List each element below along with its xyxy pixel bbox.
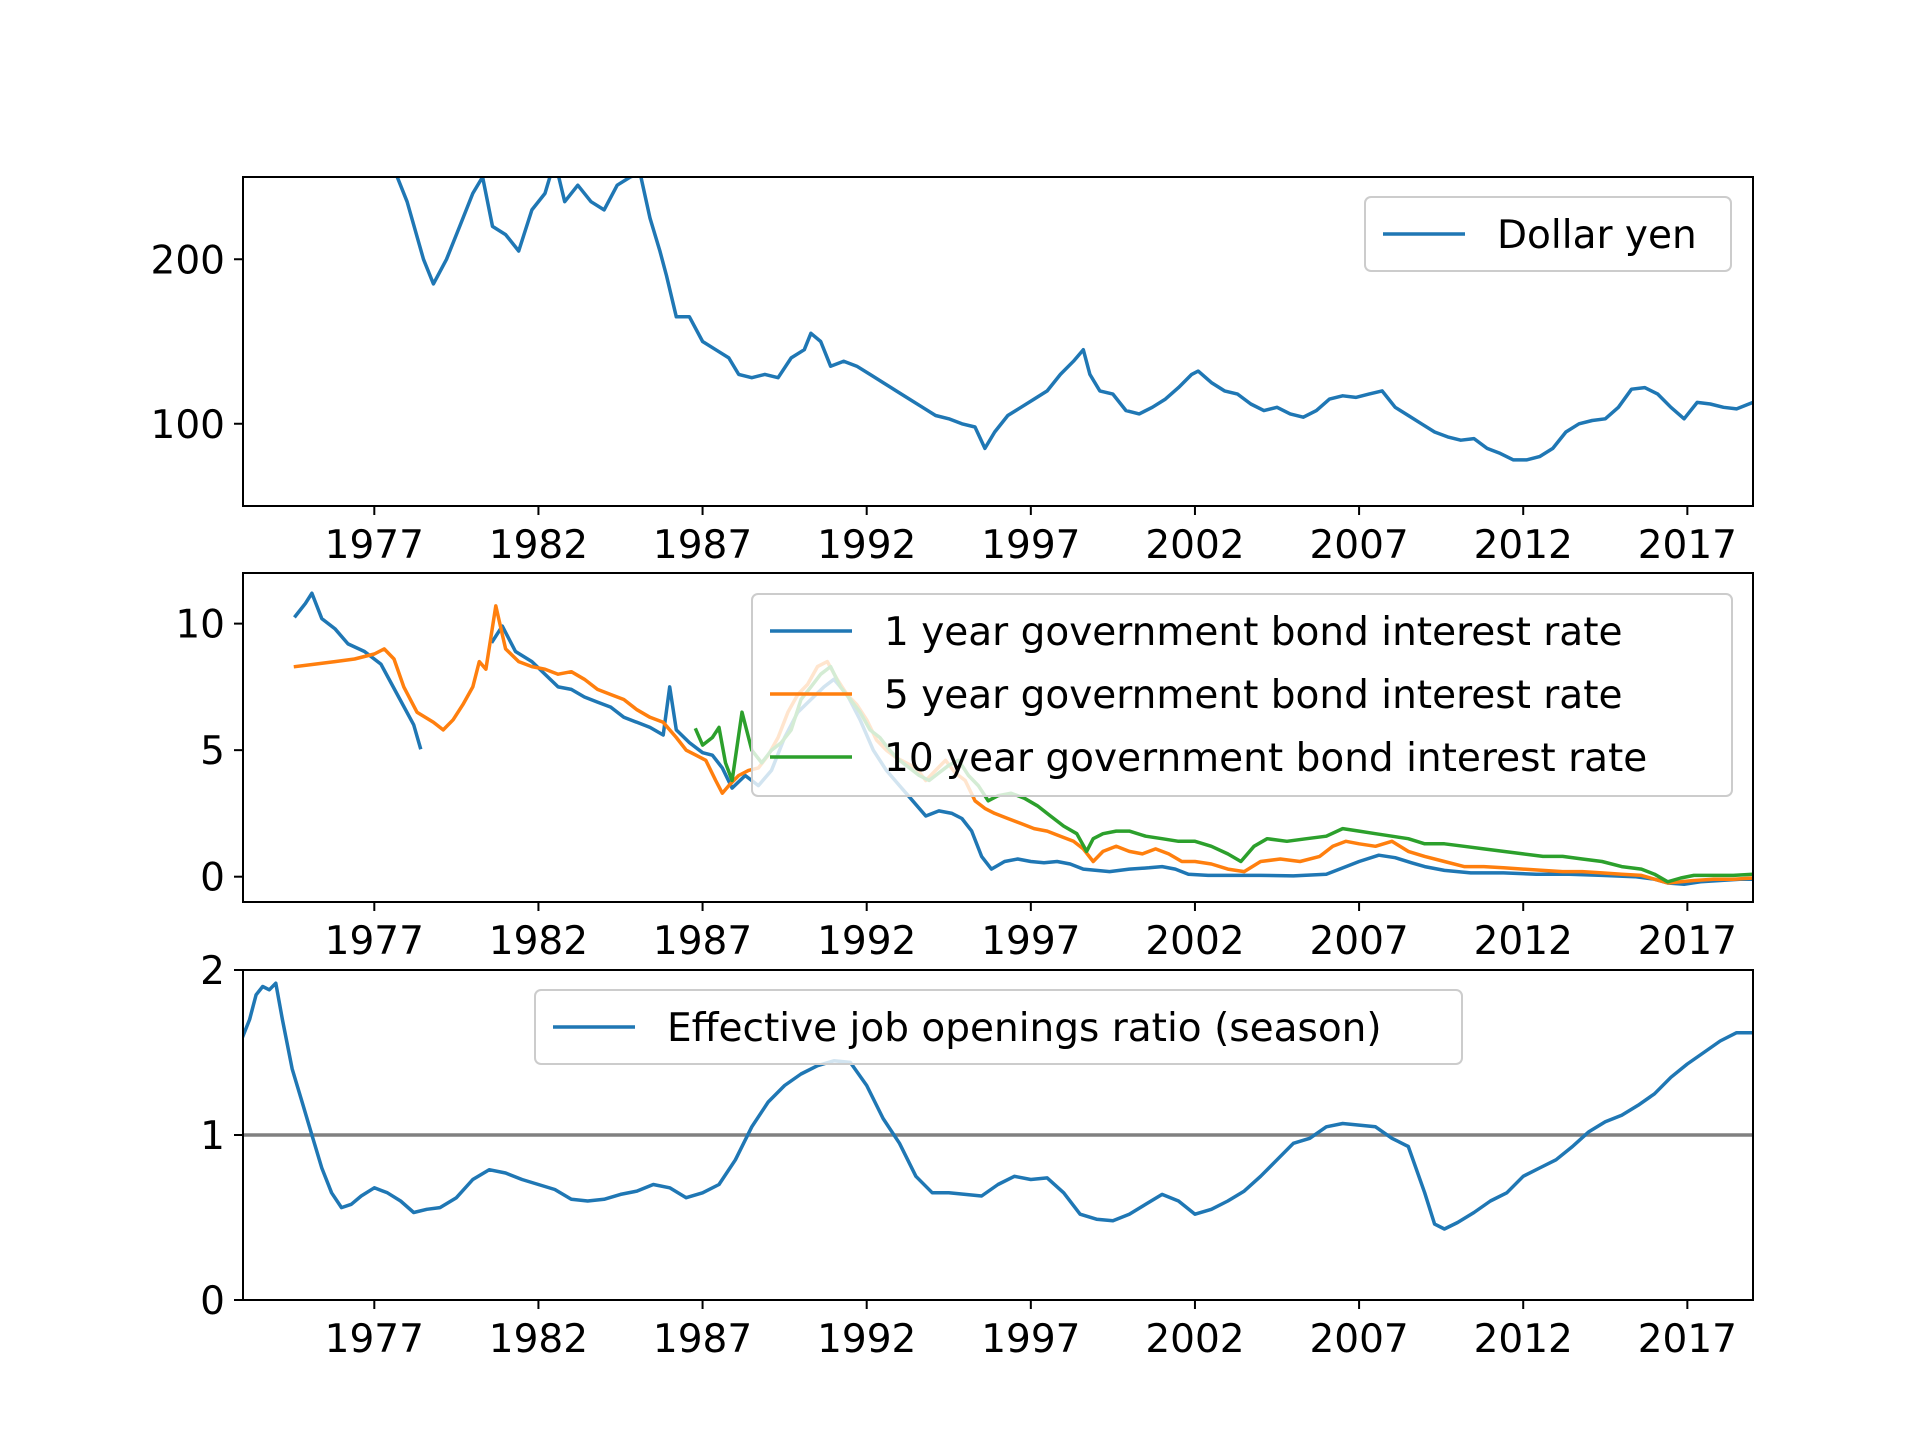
legend-label: Effective job openings ratio (season) <box>667 1006 1382 1051</box>
x-tick-label: 2007 <box>1309 1317 1408 1362</box>
x-tick-label: 2017 <box>1638 1317 1737 1362</box>
legend: Effective job openings ratio (season) <box>534 989 1463 1065</box>
x-tick-label: 1997 <box>981 919 1080 964</box>
series-line-1 <box>243 981 1753 1231</box>
x-tick-label: 1987 <box>653 919 752 964</box>
x-tick-label: 2007 <box>1309 919 1408 964</box>
plot-area <box>395 177 1753 462</box>
legend-label: 10 year government bond interest rate <box>884 736 1647 781</box>
legend-label: Dollar yen <box>1497 213 1697 258</box>
x-tick-label: 1977 <box>325 919 424 964</box>
legend-label: 1 year government bond interest rate <box>884 610 1623 655</box>
x-tick-label: 2007 <box>1309 523 1408 568</box>
series-line-1 <box>293 591 1753 887</box>
x-tick-label: 1992 <box>817 1317 916 1362</box>
x-tick-label: 1997 <box>981 1317 1080 1362</box>
x-tick-label: 2017 <box>1638 523 1737 568</box>
legend-box <box>751 593 1733 797</box>
x-tick-label: 2002 <box>1145 523 1244 568</box>
y-tick-label: 10 <box>175 603 225 648</box>
chart-panel-3: 1977 1982 1987 1992 1997 2002 2007 2012 2017 0 1 2 E… <box>200 949 1754 1362</box>
legend-label: 5 year government bond interest rate <box>884 673 1623 718</box>
y-tick-label: 1 <box>200 1114 225 1159</box>
x-tick-label: 2002 <box>1145 919 1244 964</box>
x-tick-label: 1977 <box>325 523 424 568</box>
x-tick-label: 1987 <box>653 1317 752 1362</box>
axes-frame <box>242 572 1754 903</box>
x-tick-label: 2002 <box>1145 1317 1244 1362</box>
legend-box <box>1364 196 1732 272</box>
x-tick-label: 1997 <box>981 523 1080 568</box>
legend: Dollar yen <box>1364 196 1732 272</box>
x-tick-label: 2017 <box>1638 919 1737 964</box>
legend: 1 year government bond interest rate 5 ye… <box>751 593 1733 797</box>
y-tick-label: 5 <box>200 729 225 774</box>
series-line-1 <box>395 177 1753 462</box>
axes-frame <box>242 176 1754 507</box>
x-tick-label: 1982 <box>489 919 588 964</box>
x-tick-label: 1982 <box>489 523 588 568</box>
y-tick-label: 2 <box>200 949 225 994</box>
x-tick-label: 2012 <box>1474 523 1573 568</box>
y-tick-label: 0 <box>200 856 225 901</box>
x-tick-label: 1982 <box>489 1317 588 1362</box>
chart-panel-1: 1977 1982 1987 1992 1997 2002 2007 2012 2017 100 2… <box>151 176 1754 568</box>
x-tick-label: 1987 <box>653 523 752 568</box>
x-tick-label: 1992 <box>817 523 916 568</box>
x-tick-label: 2012 <box>1474 1317 1573 1362</box>
y-tick-label: 200 <box>151 238 225 283</box>
legend-box <box>534 989 1463 1065</box>
y-tick-label: 100 <box>151 403 225 448</box>
plot-area <box>243 981 1753 1231</box>
x-tick-label: 1992 <box>817 919 916 964</box>
chart-panel-2: 1977 1982 1987 1992 1997 2002 2007 2012 2017 0 5 10… <box>175 572 1754 964</box>
y-tick-label: 0 <box>200 1279 225 1324</box>
x-tick-label: 1977 <box>325 1317 424 1362</box>
x-tick-label: 2012 <box>1474 919 1573 964</box>
